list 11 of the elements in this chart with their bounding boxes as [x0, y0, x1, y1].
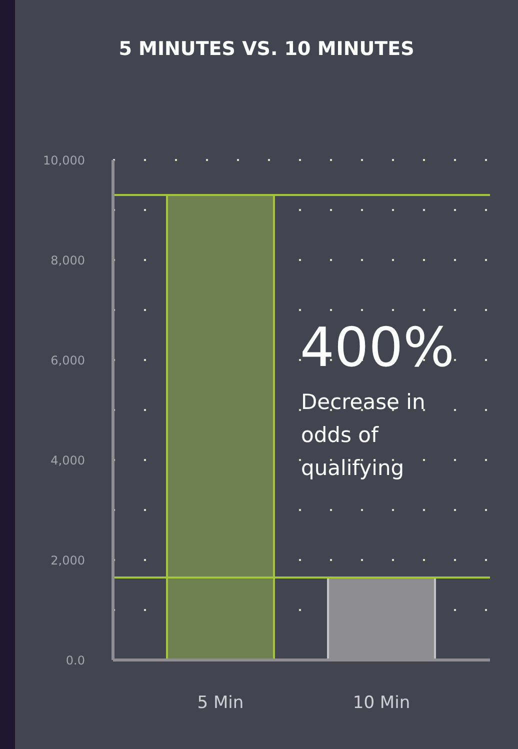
- y-tick-label: 10,000: [43, 153, 85, 168]
- x-tick-label: 10 Min: [352, 693, 410, 714]
- y-tick-label: 0.0: [66, 653, 85, 668]
- annotation: 400%: [300, 316, 454, 379]
- x-tick-label: 5 Min: [197, 693, 244, 714]
- y-tick-label: 4,000: [50, 453, 85, 468]
- y-tick-label: 8,000: [50, 253, 85, 268]
- annotation: Decrease in odds of qualifying: [301, 389, 426, 482]
- y-tick-label: 6,000: [50, 353, 85, 368]
- chart-title: 5 MINUTES VS. 10 MINUTES: [118, 38, 416, 60]
- y-tick-label: 2,000: [50, 553, 85, 568]
